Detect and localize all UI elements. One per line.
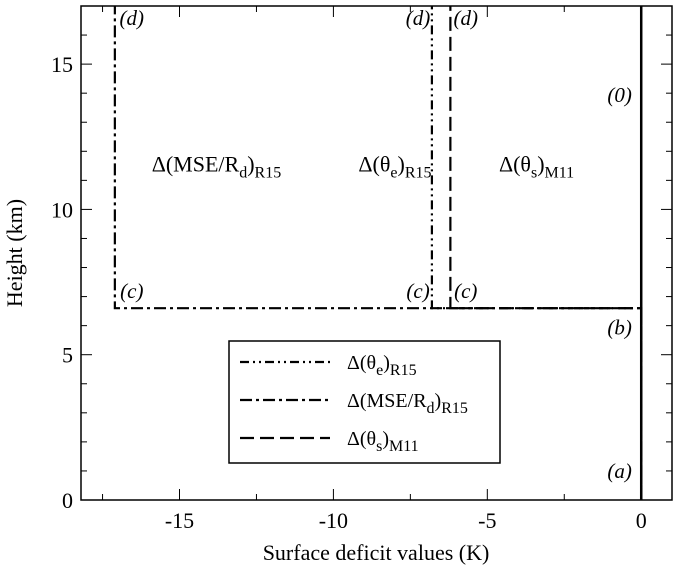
point-annotation: (d) [406,6,431,30]
legend-label-theta_e: Δ(θe)R15 [347,352,417,379]
x-axis-title: Surface deficit values (K) [263,540,490,565]
x-tick-label: -10 [319,508,348,533]
x-tick-label: -5 [478,508,496,533]
point-annotation: (c) [406,279,429,303]
x-tick-label: -15 [165,508,194,533]
x-tick-label: 0 [636,508,647,533]
point-annotation: (d) [454,6,479,30]
series-label: Δ(MSE/Rd)R15 [152,152,282,182]
y-tick-label: 15 [51,52,73,77]
point-annotation: (d) [120,6,145,30]
point-annotation: (c) [120,279,143,303]
point-annotation: (0) [607,83,632,107]
series-label: Δ(θe)R15 [358,152,431,182]
axis-ticks: -15 -10 -5 0 0 5 10 15 [51,5,672,533]
plot-frame [80,5,673,501]
series-lines [113,6,643,500]
legend-label-theta_s: Δ(θs)M11 [347,428,419,455]
y-tick-label: 0 [62,488,73,513]
legend-label-mse: Δ(MSE/Rd)R15 [347,390,468,417]
point-annotation: (c) [454,279,477,303]
point-annotation: (b) [607,315,632,339]
y-axis-title: Height (km) [2,199,27,307]
y-tick-label: 5 [62,343,73,368]
series-line-theta_s [449,6,643,500]
point-annotation: (a) [607,459,632,483]
point-annotations: (d) (d) (d) (0) (c) (c) (c) (b) (a) [120,6,632,483]
legend: Δ(θe)R15 Δ(MSE/Rd)R15 Δ(θs)M11 [228,340,501,464]
y-tick-label: 10 [51,197,73,222]
series-label: Δ(θs)M11 [499,152,574,182]
series-labels: Δ(MSE/Rd)R15 Δ(θe)R15 Δ(θs)M11 [152,152,574,182]
legend-box [228,340,501,464]
